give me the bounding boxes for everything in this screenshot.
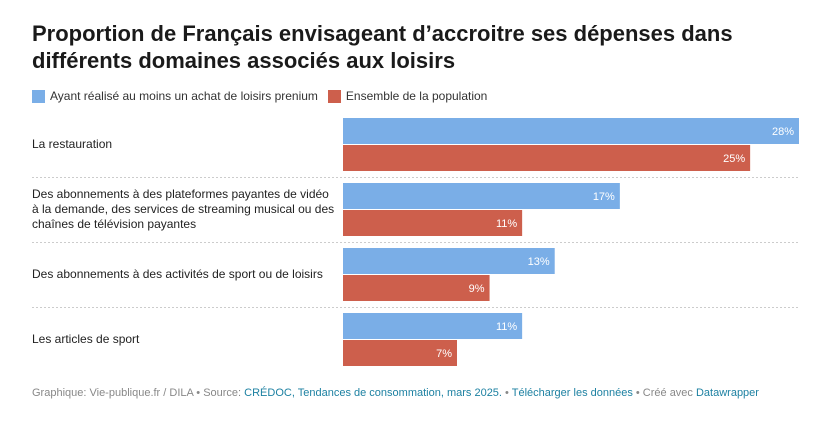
legend-label-series-1: Ayant réalisé au moins un achat de loisi… bbox=[50, 89, 318, 103]
bar-1 bbox=[343, 183, 620, 209]
legend-swatch-series-2 bbox=[327, 89, 341, 103]
category-label-line: Des abonnements à des activités de sport… bbox=[32, 267, 323, 281]
legend-label-series-2: Ensemble de la population bbox=[345, 89, 488, 103]
data-label: 28% bbox=[772, 126, 794, 138]
bar-2 bbox=[343, 275, 490, 301]
data-label: 7% bbox=[436, 348, 452, 360]
footer-tool-link[interactable]: Datawrapper bbox=[695, 387, 759, 399]
footer-credit: Graphique: Vie-publique.fr / DILA • Sour… bbox=[32, 387, 245, 399]
legend-item-series-1: Ayant réalisé au moins un achat de loisi… bbox=[32, 89, 318, 103]
category-label: Des abonnements à des activités de sport… bbox=[32, 267, 323, 281]
data-label: 25% bbox=[723, 153, 745, 165]
footer-separator: • bbox=[501, 387, 512, 399]
bar-2 bbox=[343, 145, 751, 171]
data-label: 17% bbox=[593, 191, 615, 203]
footer-created-with: • Créé avec bbox=[632, 387, 696, 399]
chart-footer: Graphique: Vie-publique.fr / DILA • Sour… bbox=[32, 387, 759, 399]
legend: Ayant réalisé au moins un achat de loisi… bbox=[32, 89, 487, 103]
category-label-line: Des abonnements à des plateformes payant… bbox=[32, 187, 329, 201]
category-label-line: à la demande, des services de streaming … bbox=[32, 202, 334, 216]
category-label: Des abonnements à des plateformes payant… bbox=[32, 187, 334, 231]
category-label-line: Les articles de sport bbox=[32, 332, 140, 346]
bar-1 bbox=[343, 313, 523, 339]
bar-2 bbox=[343, 340, 457, 366]
category-label-line: La restauration bbox=[32, 137, 112, 151]
category-label: La restauration bbox=[32, 137, 112, 151]
bar-1 bbox=[343, 248, 555, 274]
legend-item-series-2: Ensemble de la population bbox=[327, 89, 488, 103]
data-label: 11% bbox=[496, 321, 517, 333]
bar-1 bbox=[343, 118, 799, 144]
bar-2 bbox=[343, 210, 523, 236]
footer-download-link[interactable]: Télécharger les données bbox=[511, 387, 633, 399]
legend-swatch-series-1 bbox=[32, 89, 45, 103]
category-label: Les articles de sport bbox=[32, 332, 140, 346]
category-label-line: chaînes de télévision payantes bbox=[32, 217, 196, 231]
data-label: 11% bbox=[496, 218, 517, 230]
footer-source-link[interactable]: CRÉDOC, Tendances de consommation, mars … bbox=[244, 387, 502, 399]
bar-chart: La restauration 28% 25% Des abonnements à d… bbox=[32, 118, 799, 366]
data-label: 13% bbox=[528, 256, 550, 268]
data-label: 9% bbox=[469, 283, 485, 295]
chart-title: Proportion de Français envisageant d’acc… bbox=[32, 21, 733, 73]
